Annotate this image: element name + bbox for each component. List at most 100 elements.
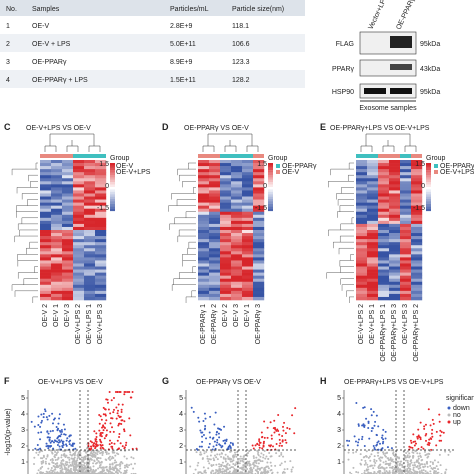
volcano-point [283,468,286,471]
volcano-point [404,459,407,462]
dendrogram [224,140,237,152]
heatmap-cell [73,187,85,191]
heatmap-cell [62,223,74,228]
volcano-point [46,455,49,458]
heatmap-cell [242,190,254,194]
volcano-point [83,471,86,474]
volcano-point [252,467,255,470]
heatmap-cell [356,293,368,298]
heatmap-cell [378,220,390,225]
dendrogram [339,205,354,212]
table-cell: 2 [6,41,10,48]
heatmap-cell [242,202,254,206]
volcano-point [382,467,385,470]
heatmap-cell [198,226,210,231]
volcano-point [387,459,390,462]
heatmap-cell [40,245,52,249]
volcano-point [275,429,278,432]
heatmap-cell [51,217,63,222]
heatmap-cell [400,245,412,249]
volcano-point [357,471,360,474]
volcano-point [440,439,443,442]
volcano-point [384,430,387,433]
heatmap-cell [400,166,412,170]
heatmap-cell [242,257,254,261]
heatmap-cell [411,187,423,191]
volcano-point [404,455,407,458]
heatmap-cell [411,233,423,237]
heatmap-cell [84,196,96,200]
volcano-point [442,431,445,434]
heatmap-cell [51,236,63,240]
volcano-point [61,444,64,447]
heatmap-cell [95,278,107,283]
colorbar [268,167,273,171]
volcano-point [58,413,61,416]
heatmap-cell [356,278,368,283]
volcano-point [124,391,127,393]
volcano-point [406,465,409,468]
heatmap-cell [198,223,210,228]
heatmap-title: OE-PPARγ+LPS VS OE-V+LPS [330,125,430,132]
heatmap-cell [73,290,85,295]
volcano-point [201,435,204,438]
volcano-point [414,442,417,445]
heatmap-cell [62,193,74,197]
volcano-point [93,430,96,433]
volcano-point [101,468,104,471]
heatmap-cell [231,226,243,231]
heatmap-cell [231,293,243,298]
volcano-point [44,410,47,413]
volcano-point [102,413,105,416]
volcano-point [109,463,112,466]
dendrogram [349,296,354,303]
volcano-point [270,434,273,437]
volcano-point [120,460,123,463]
heatmap-cell [220,260,232,264]
heatmap-cell [40,163,52,167]
volcano-point [95,436,98,439]
volcano-point [214,411,217,414]
volcano-point [382,451,385,454]
group-bar [84,154,95,158]
group-bar [95,154,106,158]
colorbar [110,177,115,180]
volcano-point [123,393,126,396]
dendrogram [169,223,196,230]
heatmap-cell [62,175,74,179]
table-cell: 106.6 [232,41,250,48]
group-bar [209,154,220,158]
volcano-point [374,448,377,451]
heatmap-cell [242,263,254,267]
heatmap-cell [378,199,390,203]
heatmap-cell [242,169,254,173]
heatmap-cell [253,236,265,240]
heatmap-cell [40,181,52,185]
dendrogram [340,278,354,285]
volcano-point [58,434,61,437]
heatmap-cell [411,242,423,246]
heatmap-cell [367,223,379,228]
heatmap-cell [220,266,232,270]
heatmap-cell [389,254,401,258]
heatmap-cell [356,272,368,276]
volcano-point [56,428,59,431]
dendrogram [34,266,38,273]
heatmap-cell [209,199,221,203]
volcano-point [66,437,69,440]
volcano-point [388,471,391,474]
heatmap-cell [73,160,85,164]
blot-panel [359,83,417,99]
heatmap-cell [231,187,243,191]
group-bar [253,154,264,158]
heatmap-cell [378,217,390,222]
volcano-point [100,435,103,438]
heatmap-cell [73,284,85,289]
heatmap-cell [356,205,368,209]
column-label: OE-V 1 [53,304,60,327]
volcano-point [116,439,119,442]
heatmap-cell [389,166,401,170]
colorbar [268,170,273,173]
volcano-point [40,460,43,463]
heatmap-cell [95,236,107,240]
